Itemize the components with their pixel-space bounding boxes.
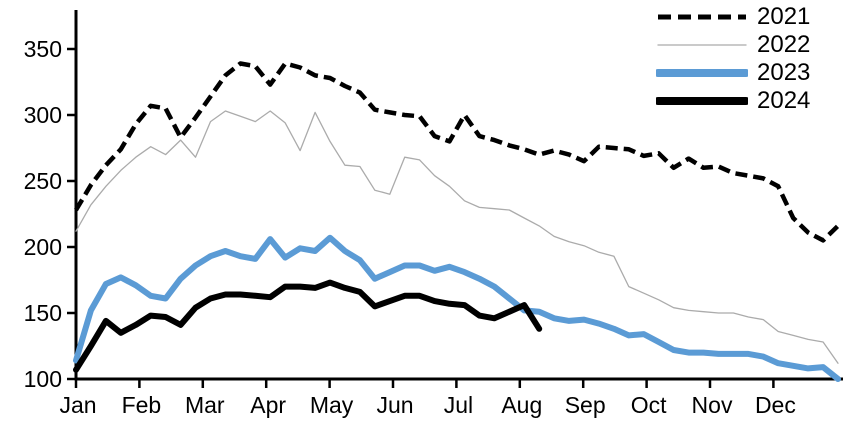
legend-item-2021: 2021 <box>656 4 810 29</box>
y-tick-label: 250 <box>24 168 62 194</box>
y-tick-label: 200 <box>24 234 62 260</box>
x-tick-label: Mar <box>185 392 225 418</box>
x-tick-label: Jan <box>59 392 96 418</box>
x-tick-label: Nov <box>692 392 733 418</box>
x-tick-label: Dec <box>755 392 796 418</box>
x-tick-label: Feb <box>122 392 162 418</box>
legend-item-2024: 2024 <box>656 88 810 113</box>
legend-line-sample-2023 <box>656 68 748 77</box>
x-tick-label: Jul <box>444 392 473 418</box>
legend-line-sample-2024 <box>656 96 748 105</box>
x-tick-label: Jun <box>376 392 413 418</box>
x-tick-label: Aug <box>501 392 542 418</box>
legend-label-2021: 2021 <box>757 2 811 30</box>
x-tick-label: Sep <box>565 392 606 418</box>
legend-line-sample-2021 <box>658 14 746 19</box>
legend-line-sample-2022 <box>657 43 747 46</box>
x-tick-label: Apr <box>250 392 286 418</box>
x-tick-label: Oct <box>631 392 667 418</box>
legend-label-2023: 2023 <box>757 58 811 86</box>
y-tick-label: 350 <box>24 36 62 62</box>
series-2024-line <box>73 279 543 373</box>
legend-label-2024: 2024 <box>757 86 811 114</box>
series-2022-line <box>75 110 839 364</box>
y-tick-label: 300 <box>24 102 62 128</box>
y-tick-label: 100 <box>24 366 62 392</box>
legend-item-2022: 2022 <box>656 32 810 57</box>
series-2021-line <box>74 61 840 243</box>
y-tick-label: 150 <box>24 300 62 326</box>
x-tick-label: May <box>310 392 354 418</box>
series-2023-line <box>73 234 841 382</box>
legend: 2021 2022 2023 2024 <box>656 4 810 113</box>
legend-item-2023: 2023 <box>656 60 810 85</box>
legend-label-2022: 2022 <box>757 30 811 58</box>
